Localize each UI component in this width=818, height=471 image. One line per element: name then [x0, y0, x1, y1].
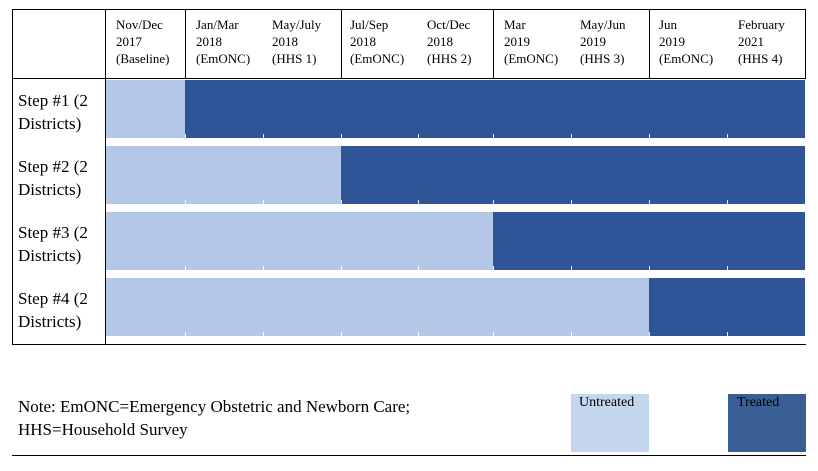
period-tick	[185, 134, 186, 138]
period-tick	[263, 200, 264, 204]
table-top-border	[12, 9, 806, 10]
column-period: Mar 2019	[504, 17, 530, 49]
step-3-untreated-band	[106, 212, 493, 270]
period-tick	[493, 332, 494, 336]
column-period: May/July 2018	[272, 17, 322, 49]
column-event: (EmONC)	[196, 51, 251, 66]
column-event: (HHS 3)	[580, 51, 625, 66]
column-period: Jul/Sep 2018	[350, 17, 389, 49]
column-event: (EmONC)	[504, 51, 559, 66]
header-divider-2	[341, 9, 342, 79]
period-tick	[571, 332, 572, 336]
column-period: Oct/Dec 2018	[427, 17, 471, 49]
column-event: (HHS 1)	[272, 51, 317, 66]
legend-treated-label: Treated	[737, 395, 780, 410]
column-header-3: May/July 2018 (HHS 1)	[272, 16, 321, 67]
period-tick	[418, 134, 419, 138]
column-header-6: Mar 2019 (EmONC)	[504, 16, 558, 67]
legend-untreated-label: Untreated	[579, 395, 635, 410]
step-4-label: Step #4 (2 Districts)	[18, 289, 88, 331]
column-header-7: May/Jun 2019 (HHS 3)	[580, 16, 626, 67]
legend-treated-swatch	[728, 394, 806, 452]
period-tick	[571, 200, 572, 204]
period-tick	[185, 266, 186, 270]
period-tick	[493, 266, 494, 270]
period-tick	[418, 200, 419, 204]
column-header-4: Jul/Sep 2018 (EmONC)	[350, 16, 404, 67]
period-tick	[649, 266, 650, 270]
column-event: (EmONC)	[659, 51, 714, 66]
period-tick	[341, 266, 342, 270]
table-bottom-border	[12, 344, 806, 345]
column-event: (HHS 4)	[738, 51, 783, 66]
period-tick	[727, 200, 728, 204]
step-1-untreated-band	[106, 80, 185, 138]
period-tick	[649, 332, 650, 336]
column-header-9: February 2021 (HHS 4)	[738, 16, 785, 67]
period-tick	[263, 134, 264, 138]
column-event: (HHS 2)	[427, 51, 472, 66]
period-tick	[493, 134, 494, 138]
table-left-border	[12, 9, 13, 345]
header-divider-3	[493, 9, 494, 79]
period-tick	[727, 134, 728, 138]
period-tick	[341, 134, 342, 138]
column-event: (EmONC)	[350, 51, 405, 66]
note-bottom-border	[12, 455, 806, 456]
period-tick	[649, 200, 650, 204]
period-tick	[341, 332, 342, 336]
step-4-untreated-band	[106, 278, 649, 336]
step-3-treated-band	[493, 212, 805, 270]
header-bottom-border	[12, 78, 806, 79]
period-tick	[341, 200, 342, 204]
column-header-1: Nov/Dec 2017 (Baseline)	[116, 16, 169, 67]
step-1-label: Step #1 (2 Districts)	[18, 91, 88, 133]
column-period: Jan/Mar 2018	[196, 17, 239, 49]
period-tick	[649, 134, 650, 138]
period-tick	[571, 134, 572, 138]
step-3-label: Step #3 (2 Districts)	[18, 223, 88, 265]
column-header-8: Jun 2019 (EmONC)	[659, 16, 713, 67]
step-1-treated-band	[185, 80, 805, 138]
period-tick	[418, 332, 419, 336]
column-header-5: Oct/Dec 2018 (HHS 2)	[427, 16, 471, 67]
column-header-2: Jan/Mar 2018 (EmONC)	[196, 16, 250, 67]
column-period: February 2021	[738, 17, 785, 49]
column-period: May/Jun 2019	[580, 17, 626, 49]
label-column-divider	[105, 9, 106, 345]
step-2-label: Step #2 (2 Districts)	[18, 157, 88, 199]
step-2-treated-band	[341, 146, 805, 204]
header-divider-4	[649, 9, 650, 79]
column-event: (Baseline)	[116, 51, 170, 66]
header-divider-1	[185, 9, 186, 79]
period-tick	[263, 266, 264, 270]
period-tick	[571, 266, 572, 270]
period-tick	[185, 332, 186, 336]
column-period: Nov/Dec 2017	[116, 17, 163, 49]
period-tick	[493, 200, 494, 204]
legend-untreated-swatch	[571, 394, 649, 452]
period-tick	[418, 266, 419, 270]
abbreviation-note: Note: EmONC=Emergency Obstetric and Newb…	[18, 397, 411, 439]
period-tick	[727, 332, 728, 336]
period-tick	[185, 200, 186, 204]
step-2-untreated-band	[106, 146, 341, 204]
period-tick	[727, 266, 728, 270]
table-right-border	[805, 9, 806, 79]
period-tick	[263, 332, 264, 336]
column-period: Jun 2019	[659, 17, 685, 49]
step-4-treated-band	[649, 278, 805, 336]
